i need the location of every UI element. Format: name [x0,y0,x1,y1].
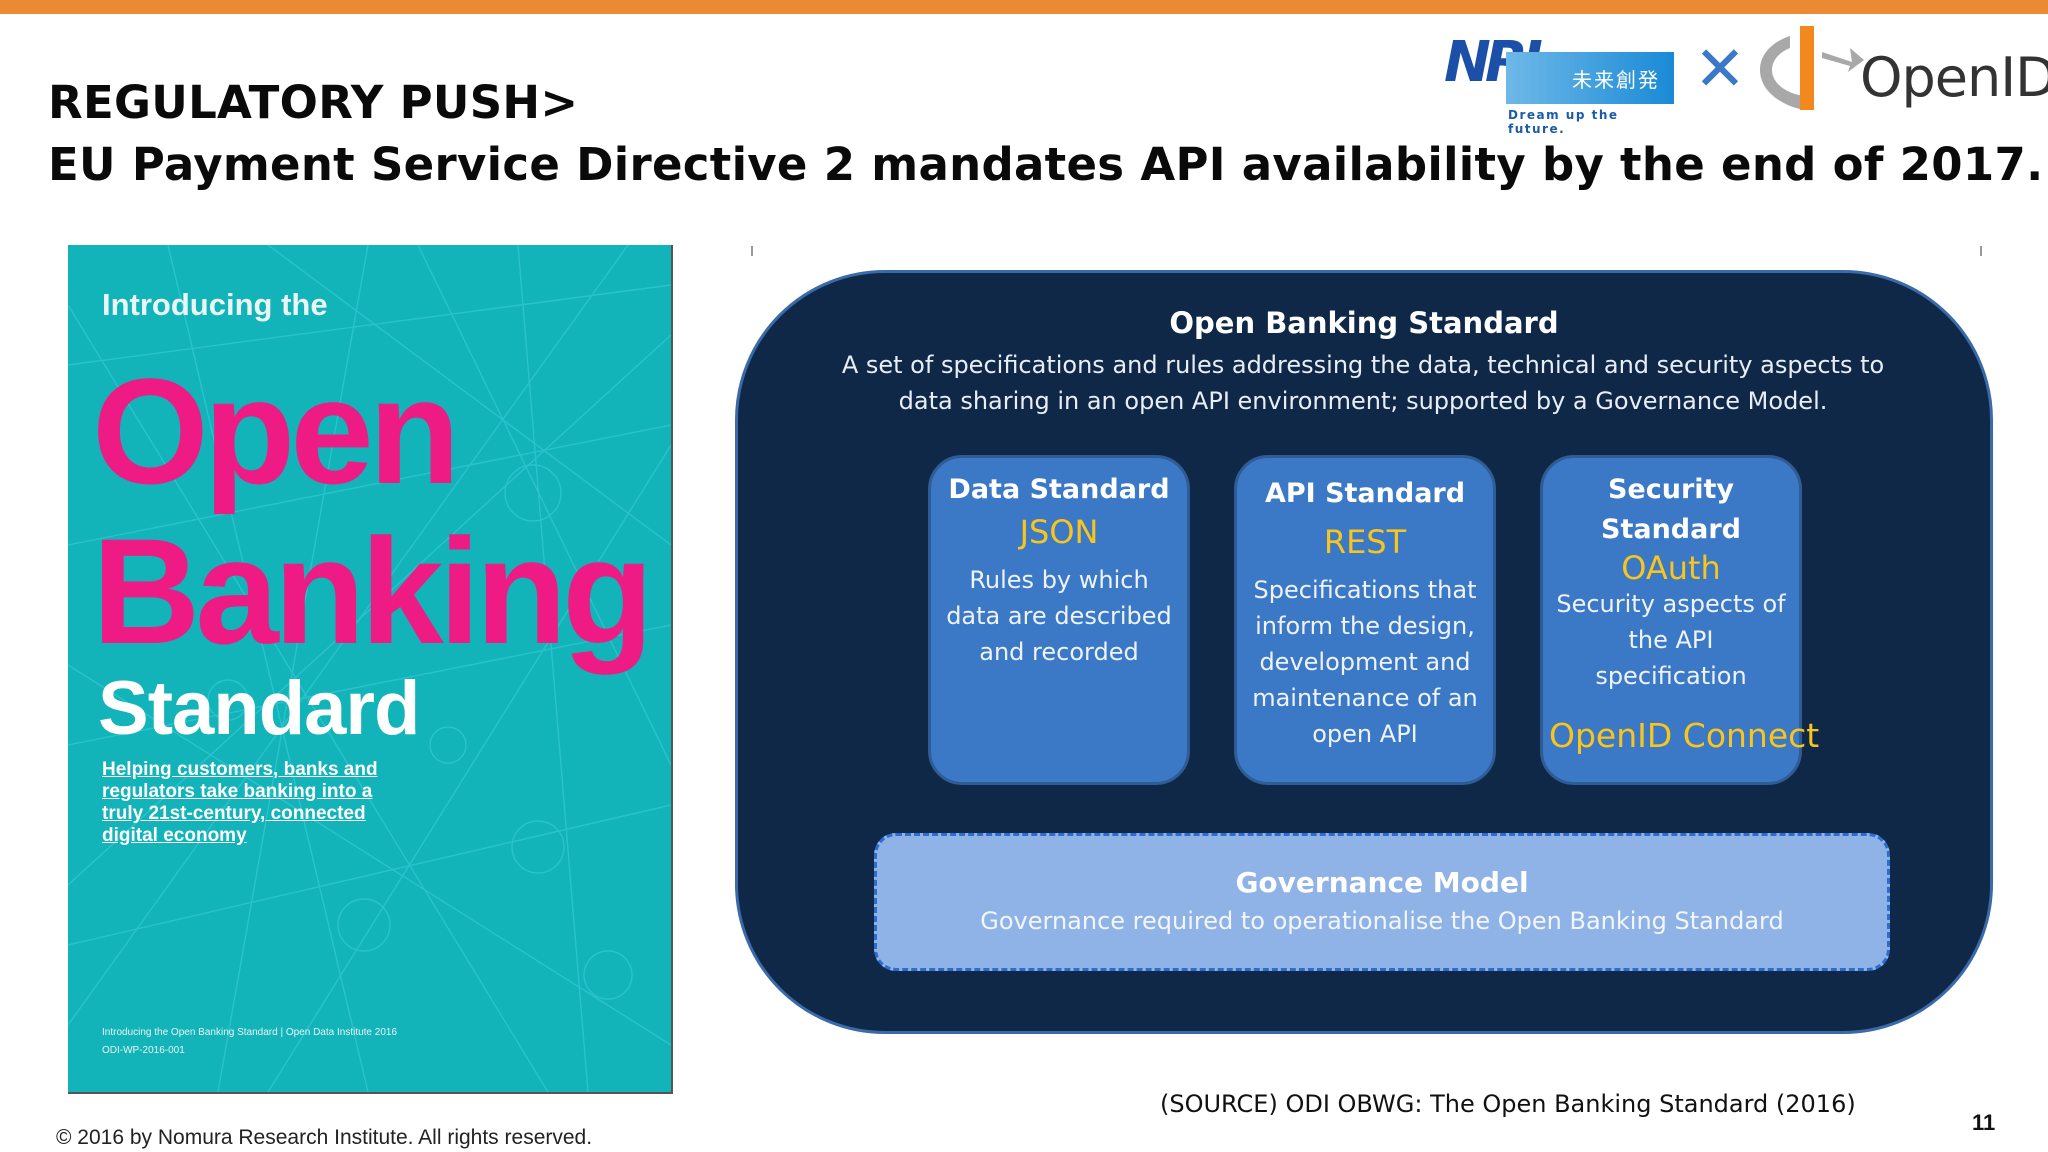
open-banking-report-cover: Introducing the Open Banking Standard He… [68,245,673,1094]
times-icon: ✕ [1694,32,1746,105]
open-banking-standard-diagram: Open Banking Standard A set of specifica… [735,270,1993,1034]
box-description: Rules by which data are described and re… [946,566,1172,666]
box-extra-tech: OpenID Connect [1549,716,1820,755]
copyright-notice: © 2016 by Nomura Research Institute. All… [56,1126,593,1149]
diagram-title: Open Banking Standard [1169,306,1559,340]
box-key-tech: OAuth [1621,549,1721,587]
openid-logo: OpenID® [1756,22,2048,112]
data-standard-box: Data Standard JSON Rules by which data a… [928,455,1190,785]
governance-title: Governance Model [1235,866,1529,899]
cover-network-pattern [68,245,671,1092]
box-key-tech: JSON [1019,513,1099,551]
box-title: Data Standard [948,474,1170,505]
openid-wordmark-text: OpenID [1860,46,2048,109]
cover-title-banking: Banking [92,507,654,675]
cover-subtitle: Helping customers, banks and regulators … [102,759,378,846]
cover-footer-line1: Introducing the Open Banking Standard | … [102,1027,398,1038]
openid-wordmark: OpenID® [1860,46,2048,109]
slide-title-line2: EU Payment Service Directive 2 mandates … [48,138,2044,191]
box-description: Security aspects of the API specificatio… [1556,590,1786,690]
nri-logo-tagline: Dream up the future. [1508,108,1619,136]
cover-title-open: Open [92,347,460,515]
page-number: 11 [1972,1110,1996,1135]
openid-mark-icon [1760,26,1864,110]
top-accent-bar [0,0,2048,14]
box-description: Specifications that inform the design, d… [1252,576,1478,748]
box-title: API Standard [1264,478,1466,509]
source-citation: (SOURCE) ODI OBWG: The Open Banking Stan… [1160,1090,1856,1118]
frame-tick-right [1980,246,1982,256]
nri-logo-badge: 未来創発 [1506,52,1674,104]
slide-title-line1: REGULATORY PUSH> [48,76,579,129]
cover-intro-text: Introducing the [102,287,328,322]
cover-title-standard: Standard [98,666,420,751]
frame-tick-left [751,246,753,256]
security-standard-box: Security Standard OAuth Security aspects… [1540,455,1819,785]
box-key-tech: REST [1323,523,1407,561]
box-title: Security Standard [1601,474,1741,545]
diagram-description: A set of specifications and rules addres… [841,351,1885,415]
governance-model-box: Governance Model Governance required to … [874,833,1890,971]
nri-logo: NRI 未来創発 Dream up the future. [1444,30,1674,136]
api-standard-box: API Standard REST Specifications that in… [1234,455,1496,785]
nri-logo-japanese: 未来創発 [1572,67,1660,92]
governance-description: Governance required to operationalise th… [980,907,1784,935]
cover-footer-line2: ODI-WP-2016-001 [102,1045,185,1056]
